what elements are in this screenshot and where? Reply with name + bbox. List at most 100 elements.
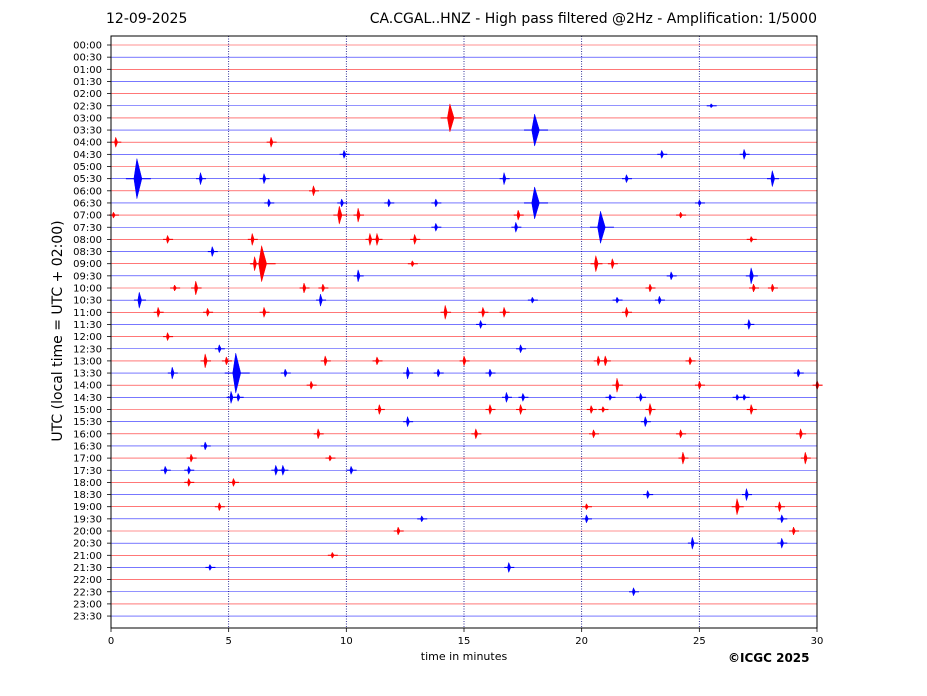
seismic-event xyxy=(676,429,687,439)
seismic-event xyxy=(306,380,317,390)
seismic-event xyxy=(125,158,151,199)
y-tick-label: 00:30 xyxy=(73,53,102,64)
seismic-event xyxy=(403,415,414,428)
seismic-event xyxy=(744,318,755,331)
seismic-event xyxy=(485,368,496,378)
seismic-event xyxy=(524,186,549,220)
seismic-event xyxy=(167,366,178,381)
seismic-event xyxy=(407,260,418,268)
seismic-event xyxy=(316,293,327,308)
seismic-event xyxy=(777,514,788,524)
seismic-event xyxy=(796,427,807,440)
seismic-event xyxy=(793,368,804,378)
seismic-event xyxy=(590,255,603,272)
seismic-event xyxy=(221,356,232,366)
seismic-event xyxy=(499,306,510,319)
seismic-event xyxy=(643,489,654,500)
seismic-event xyxy=(259,306,270,319)
y-tick-label: 07:00 xyxy=(73,211,102,222)
seismic-event xyxy=(516,344,527,354)
seismic-event xyxy=(372,232,383,247)
x-tick-label: 30 xyxy=(811,636,824,647)
y-tick-label: 18:30 xyxy=(73,490,102,501)
seismic-event xyxy=(605,393,616,401)
x-tick-label: 25 xyxy=(693,636,706,647)
y-tick-label: 12:30 xyxy=(73,344,102,355)
y-tick-label: 08:30 xyxy=(73,247,102,258)
seismic-event xyxy=(196,171,207,186)
seismic-event xyxy=(598,405,609,414)
seismic-event xyxy=(325,454,336,462)
y-tick-label: 14:00 xyxy=(73,381,102,392)
seismic-event xyxy=(516,403,527,416)
y-tick-label: 16:00 xyxy=(73,429,102,440)
y-tick-label: 13:30 xyxy=(73,369,102,380)
seismic-event xyxy=(589,429,600,439)
seismic-event xyxy=(228,477,239,488)
y-tick-label: 05:30 xyxy=(73,174,102,185)
y-tick-label: 21:00 xyxy=(73,551,102,562)
seismic-event xyxy=(374,403,385,416)
seismic-event xyxy=(459,355,470,367)
y-tick-label: 22:00 xyxy=(73,575,102,586)
x-tick-label: 15 xyxy=(458,636,471,647)
y-tick-label: 15:00 xyxy=(73,405,102,416)
seismic-event xyxy=(203,307,214,317)
y-tick-label: 09:00 xyxy=(73,259,102,270)
seismic-event xyxy=(247,232,258,247)
seismic-event xyxy=(214,344,225,354)
chart-title: CA.CGAL..HNZ - High pass filtered @2Hz -… xyxy=(369,11,817,27)
vertical-grid xyxy=(228,36,700,628)
y-tick-label: 14:30 xyxy=(73,393,102,404)
seismic-event xyxy=(278,464,289,477)
seismic-event xyxy=(384,198,395,208)
seismic-event xyxy=(694,199,705,207)
seismic-event xyxy=(431,198,442,208)
y-tick-label: 10:30 xyxy=(73,296,102,307)
seismic-event xyxy=(581,514,592,524)
x-axis-label: time in minutes xyxy=(420,650,508,663)
seismic-event xyxy=(607,257,618,270)
y-tick-label: 20:30 xyxy=(73,539,102,550)
seismic-event xyxy=(612,296,623,304)
seismic-event xyxy=(645,283,656,293)
seismic-event xyxy=(645,402,656,417)
seismic-event xyxy=(636,392,647,403)
seismic-event xyxy=(333,206,347,225)
y-tick-label: 23:30 xyxy=(73,612,102,623)
seismic-event xyxy=(657,149,668,160)
seismic-event xyxy=(581,503,592,511)
seismic-event xyxy=(170,284,181,292)
seismic-event xyxy=(518,392,529,403)
seismic-event xyxy=(308,184,319,197)
trace-rows xyxy=(111,44,817,617)
seismic-event xyxy=(200,441,211,451)
copyright-label: ©ICGC 2025 xyxy=(728,651,810,665)
seismic-event xyxy=(629,587,640,597)
seismic-event xyxy=(476,319,487,330)
y-tick-label: 06:00 xyxy=(73,186,102,197)
seismic-event xyxy=(749,283,760,293)
seismic-event xyxy=(353,208,364,223)
y-tick-label: 12:00 xyxy=(73,332,102,343)
seismic-event xyxy=(640,415,651,428)
x-tick-labels: 0 5 10 15 20 25 30 xyxy=(108,628,824,647)
seismic-event xyxy=(777,537,788,549)
y-tick-label: 00:00 xyxy=(73,41,102,52)
seismic-event xyxy=(739,148,750,161)
seismic-event xyxy=(440,103,462,132)
date-label: 12-09-2025 xyxy=(106,11,188,27)
seismic-event xyxy=(214,502,225,512)
seismic-event xyxy=(612,378,623,393)
seismic-event xyxy=(742,487,752,502)
y-tick-label: 04:00 xyxy=(73,138,102,149)
seismic-event xyxy=(264,198,275,208)
seismic-event xyxy=(687,536,698,551)
y-tick-label: 05:00 xyxy=(73,162,102,173)
y-tick-label: 11:30 xyxy=(73,320,102,331)
seismic-event xyxy=(153,306,164,319)
seismic-event xyxy=(163,331,174,342)
seismic-event xyxy=(745,267,758,284)
seismic-event xyxy=(527,296,538,304)
seismic-event xyxy=(501,391,512,404)
